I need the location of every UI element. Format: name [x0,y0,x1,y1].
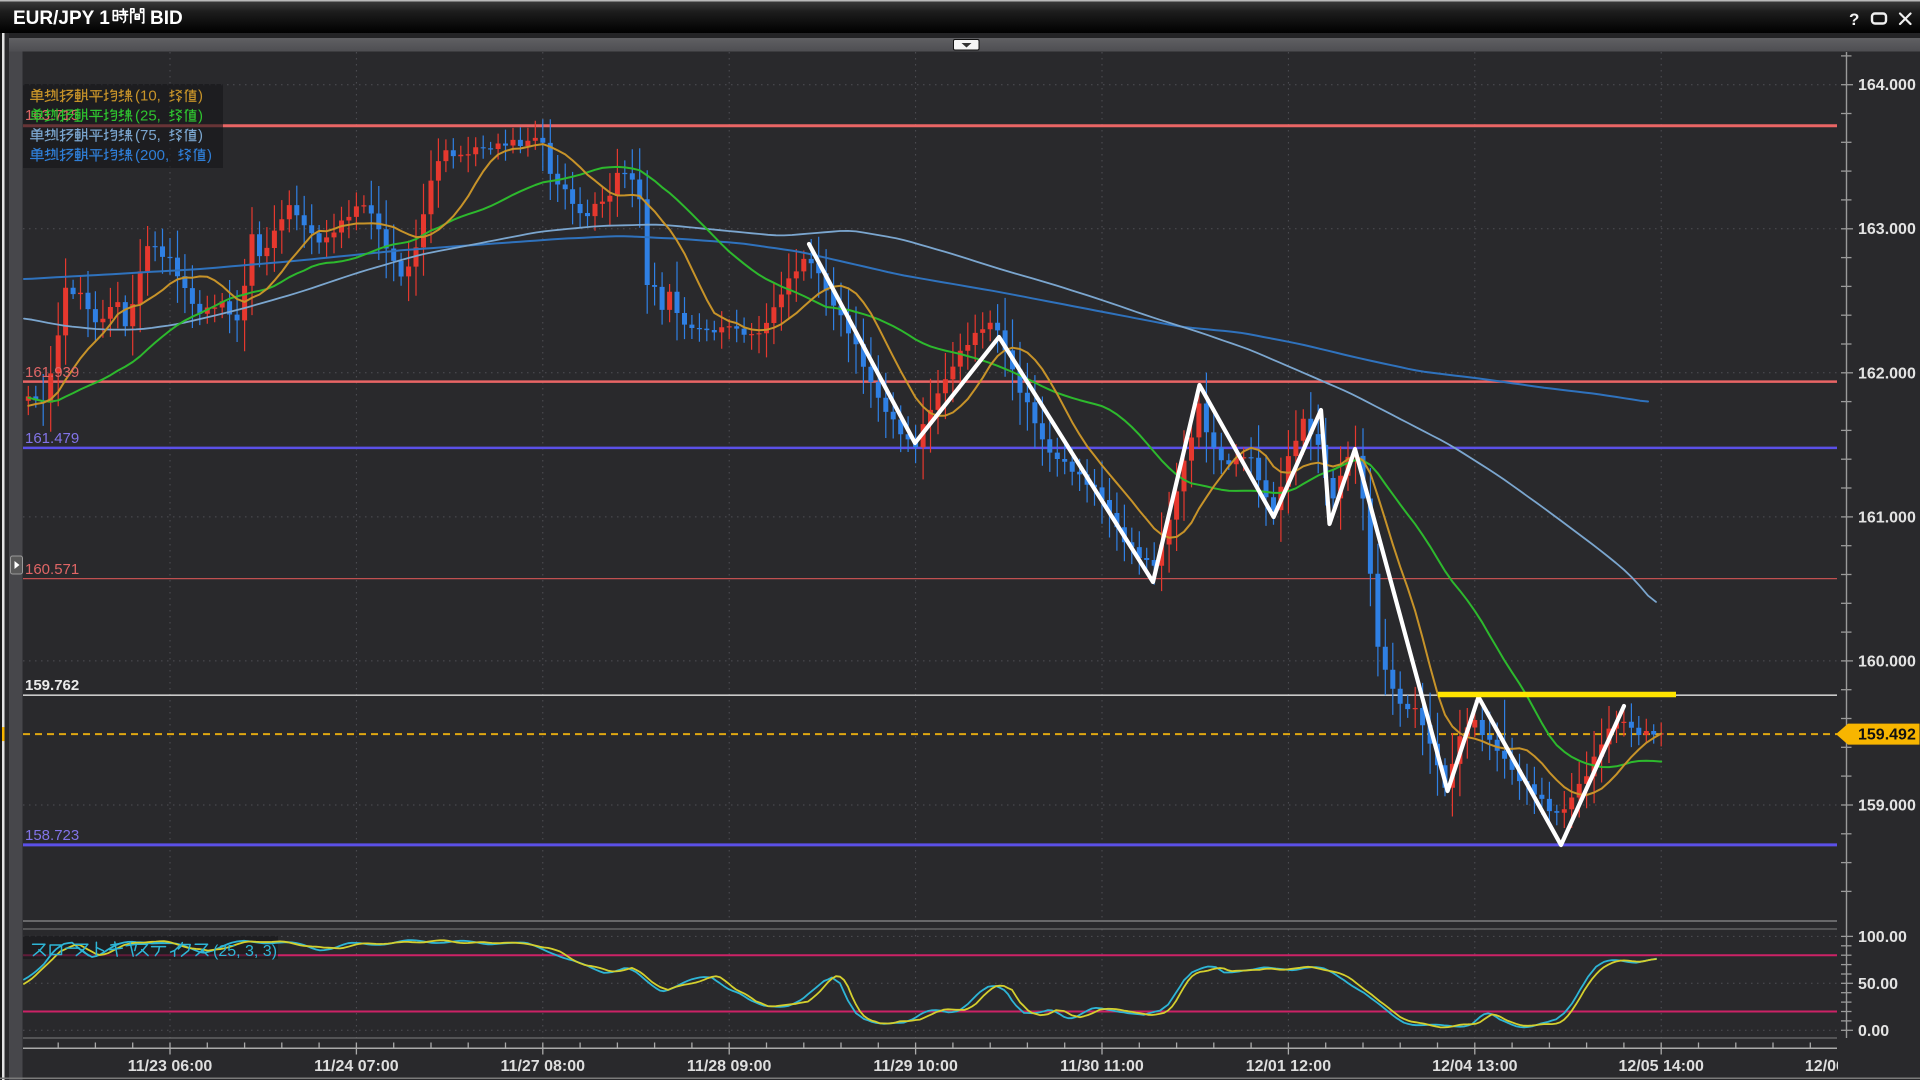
svg-text:160.000: 160.000 [1858,653,1916,670]
svg-text:EUR/JPY 1: EUR/JPY 1 [13,8,110,29]
svg-text:): ) [198,107,203,124]
svg-text:?: ? [1849,10,1859,29]
svg-text:164.000: 164.000 [1858,77,1916,94]
svg-text:(75,: (75, [135,127,161,144]
svg-text:12/06 15:00: 12/06 15:00 [1805,1058,1891,1075]
svg-text:161.000: 161.000 [1858,509,1916,526]
svg-text:(25,: (25, [135,107,161,124]
svg-text:(25, 3, 3): (25, 3, 3) [213,943,277,960]
svg-text:11/29 10:00: 11/29 10:00 [873,1058,958,1075]
svg-text:159.000: 159.000 [1858,798,1916,815]
svg-text:100.00: 100.00 [1858,929,1907,946]
svg-text:159.762: 159.762 [25,677,79,694]
svg-text:12/04 13:00: 12/04 13:00 [1432,1058,1518,1075]
svg-text:12/05 14:00: 12/05 14:00 [1618,1058,1704,1075]
svg-text:12/01 12:00: 12/01 12:00 [1246,1058,1332,1075]
svg-text:(200,: (200, [135,147,169,164]
svg-text:): ) [198,127,203,144]
svg-text:162.000: 162.000 [1858,365,1916,382]
svg-text:163.000: 163.000 [1858,221,1916,238]
svg-text:161.939: 161.939 [25,364,79,381]
svg-text:159.492: 159.492 [1858,727,1916,744]
svg-text:11/23 06:00: 11/23 06:00 [128,1058,213,1075]
svg-text:161.479: 161.479 [25,430,79,447]
svg-text:): ) [198,88,203,105]
svg-text:160.571: 160.571 [25,561,79,578]
svg-text:): ) [207,147,212,164]
svg-text:11/24 07:00: 11/24 07:00 [314,1058,399,1075]
svg-text:11/27 08:00: 11/27 08:00 [501,1058,586,1075]
svg-text:(10,: (10, [135,88,161,105]
svg-text:0.00: 0.00 [1858,1023,1889,1040]
svg-text:158.723: 158.723 [25,827,79,844]
svg-text:50.00: 50.00 [1858,976,1898,993]
svg-text:BID: BID [150,8,183,29]
svg-text:11/30 11:00: 11/30 11:00 [1060,1058,1144,1075]
svg-text:11/28 09:00: 11/28 09:00 [687,1058,772,1075]
